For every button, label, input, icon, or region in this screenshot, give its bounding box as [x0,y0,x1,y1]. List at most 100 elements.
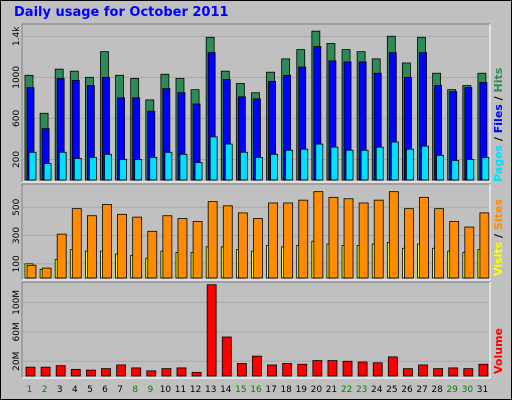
day-label: 18 [280,385,292,395]
bar-volume [101,368,111,377]
bar-pages [390,141,399,181]
bar-volume [221,336,232,377]
bar-volume [387,356,398,377]
bar-sites [268,202,278,279]
bar-pages [194,162,203,181]
bar-volume [176,367,187,377]
bar-volume [146,370,157,377]
bar-volume [312,360,323,377]
bar-pages [179,153,188,181]
bar-sites [464,226,475,279]
bar-sites [192,220,203,279]
y-tick-label: 200 [12,151,22,168]
day-label: 31 [477,385,488,395]
legend-separator-1: / [492,133,505,145]
bar-volume [191,371,202,377]
bar-sites [237,212,248,279]
bar-pages [209,136,218,181]
day-label: 27 [416,385,427,395]
bar-sites [71,208,82,279]
bar-sites [404,208,414,279]
bar-sites [328,196,339,279]
day-label: 21 [326,385,337,395]
day-label: 2 [42,385,48,395]
bar-pages [88,157,97,181]
bar-volume [55,365,66,377]
bar-pages [224,143,233,181]
bar-sites [388,191,399,279]
bar-pages [43,163,52,181]
legend-pages-files-hits: Pages / Files / Hits [492,67,505,182]
bar-sites [132,216,143,279]
bar-volume [327,360,338,377]
bar-volume [297,363,308,377]
volume-panel: 20M 60M 100M [12,281,491,379]
day-labels: 1 2 3 4 5 6 7 8 9 10 11 12 13 14 15 16 17 18 19 20 21 22 23 24 2… [27,385,488,395]
day-label: 4 [72,385,78,395]
bar-sites [479,212,490,279]
bar-volume [116,364,126,377]
bar-pages [466,159,475,181]
day-label: 25 [386,385,397,395]
bar-volume [372,362,383,377]
day-label: 14 [220,385,232,395]
bar-volume [131,367,142,377]
day-label: 26 [401,385,413,395]
bar-pages [375,146,384,181]
bar-sites [358,202,369,279]
day-label: 24 [371,385,383,395]
bar-volume [418,364,428,377]
bar-pages [451,160,460,181]
bar-volume [342,360,353,377]
bar-sites [117,213,127,279]
bar-sites [56,233,67,279]
y-tick-label: 300 [12,227,22,244]
y-tick-label: 100M [12,290,22,315]
bar-sites [298,199,309,279]
bar-pages [421,145,429,181]
day-label: 6 [102,385,108,395]
bar-pages [164,151,173,181]
legend-pages: Pages [492,144,505,182]
bar-volume [282,363,293,377]
bar-pages [315,143,324,181]
day-label: 10 [160,385,172,395]
bar-pages [330,146,339,181]
hits-files-pages-panel: 200 600 1000 1.4k [12,23,491,183]
bar-volume [433,368,444,377]
bar-sites [147,230,158,279]
y-tick-label: 500 [12,198,22,215]
day-label: 30 [462,385,474,395]
legend-volume: Volume [492,328,505,374]
bar-volume [463,368,474,377]
y-tick-label: 600 [12,110,22,127]
bar-sites [373,199,384,279]
day-label: 28 [431,385,443,395]
day-label: 15 [235,385,246,395]
bar-pages [119,159,127,181]
y-tick-label: 20M [12,352,22,371]
bar-sites [162,215,173,279]
bar-pages [134,159,143,181]
legend-separator-2: / [492,92,505,104]
bar-pages [270,153,278,181]
bar-sites [177,218,188,279]
legend-sites: Sites [492,199,505,230]
bar-volume [70,368,81,377]
bar-sites [419,196,429,279]
bar-volume [448,367,459,377]
legend-files: Files [492,104,505,134]
day-label: 29 [447,385,459,395]
day-label: 20 [311,385,323,395]
bar-sites [222,205,233,279]
chart-title: Daily usage for October 2011 [14,5,229,20]
bar-pages [58,151,67,181]
bar-pages [481,157,490,181]
bar-sites [343,198,354,279]
bar-sites [26,264,37,279]
day-label: 5 [87,385,93,395]
bar-pages [406,148,414,181]
bar-volume [40,366,51,377]
bar-pages [149,157,158,181]
